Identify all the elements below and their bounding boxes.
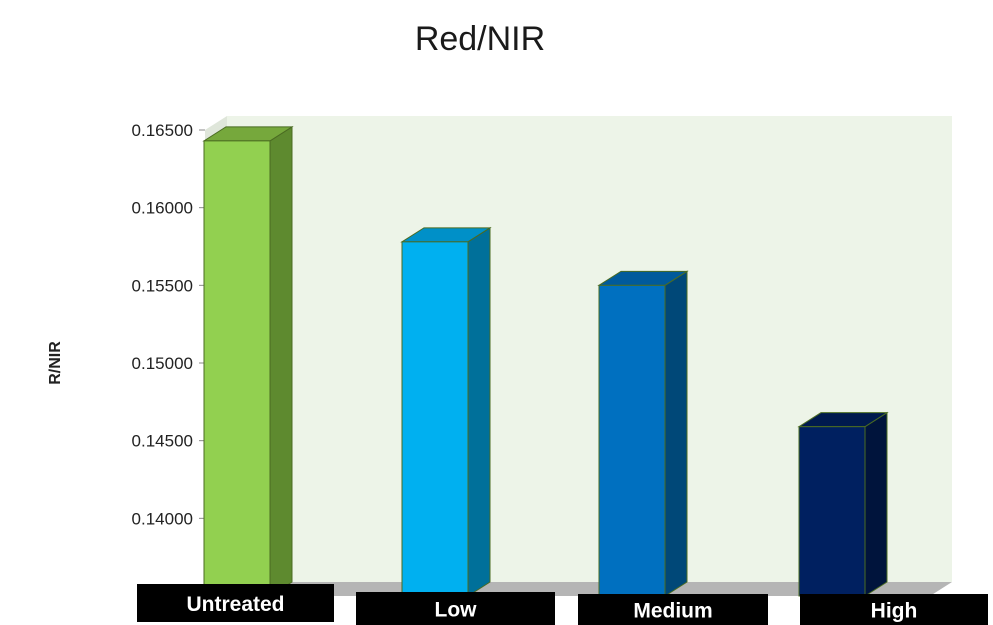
bar-low <box>400 226 492 597</box>
bar-medium <box>597 270 689 597</box>
x-tick-label: Medium <box>633 600 712 623</box>
chart-title: Red/NIR <box>414 20 546 58</box>
category-label-box <box>800 594 988 625</box>
category-label-medium: Medium <box>578 594 768 625</box>
y-tick-label: 0.15500 <box>132 276 193 295</box>
x-tick-label: Untreated <box>186 593 284 616</box>
category-label-box <box>137 584 334 622</box>
y-tick-label: 0.16500 <box>132 121 193 140</box>
bars <box>202 125 889 597</box>
bar-front <box>203 140 271 597</box>
y-tick-label: 0.15000 <box>132 354 193 373</box>
bar-side <box>269 125 293 597</box>
bar-untreated <box>202 125 294 597</box>
category-label-high: High <box>800 594 988 625</box>
bar-front <box>598 284 666 597</box>
y-tick-label: 0.14000 <box>132 509 193 528</box>
category-label-low: Low <box>356 592 555 625</box>
y-tick-label: 0.14500 <box>132 432 193 451</box>
category-label-box <box>356 592 555 625</box>
bar-side <box>664 270 688 597</box>
category-labels: Untreated Low Medium High <box>137 584 988 625</box>
bar-side <box>864 411 888 597</box>
bar-side <box>467 226 491 597</box>
category-label-untreated: Untreated <box>137 584 334 622</box>
y-axis-ticks: 0.130.140000.145000.150000.155000.160000… <box>132 121 205 606</box>
y-axis-label: R/NIR <box>47 341 64 385</box>
bar-high <box>797 411 889 597</box>
x-tick-label: Low <box>435 599 478 622</box>
bar-front <box>798 426 866 597</box>
x-tick-label: High <box>871 600 918 623</box>
category-label-box <box>578 594 768 625</box>
y-tick-label: 0.16000 <box>132 199 193 218</box>
bar-front <box>401 241 469 597</box>
